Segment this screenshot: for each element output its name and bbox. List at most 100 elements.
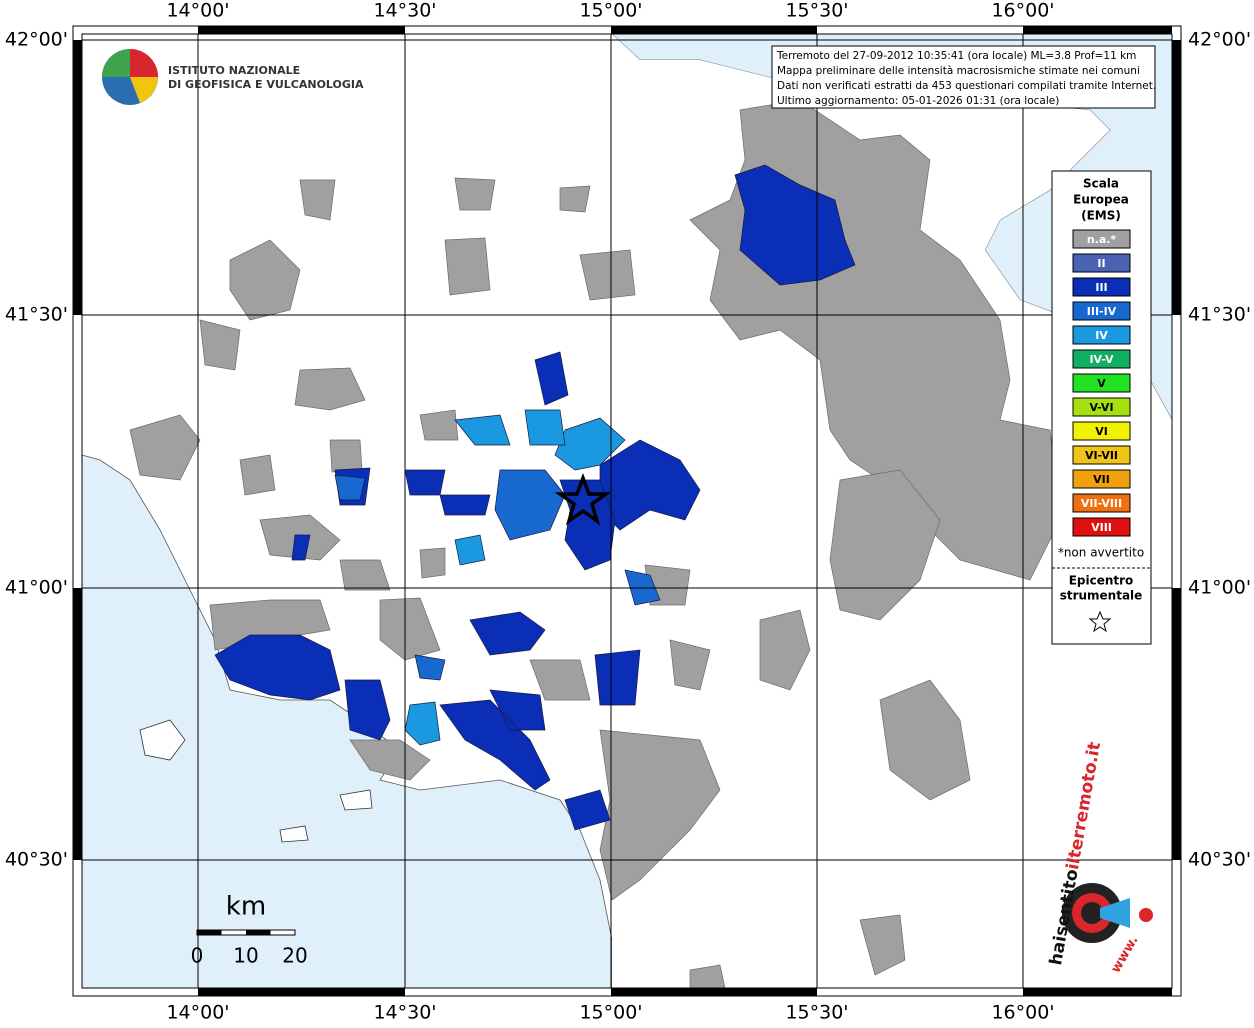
lon-label: 14°30' xyxy=(373,1002,436,1024)
badge-ring xyxy=(1081,902,1103,924)
legend-swatch xyxy=(1072,517,1131,537)
municipality xyxy=(291,351,569,561)
logo-text: DI GEOFISICA E VULCANOLOGIA xyxy=(168,78,364,91)
frame-segment xyxy=(1023,26,1172,34)
legend-star xyxy=(1088,610,1112,633)
logo-text: ISTITUTO NAZIONALE xyxy=(168,64,300,77)
municipality xyxy=(734,164,856,286)
municipality xyxy=(599,729,721,901)
legend-label: II xyxy=(1097,257,1105,270)
islands xyxy=(139,719,373,843)
info-line: Mappa preliminare delle intensità macros… xyxy=(777,65,1140,77)
legend-swatch xyxy=(1072,421,1131,441)
municipality xyxy=(129,177,636,481)
lon-label: 14°30' xyxy=(373,0,436,22)
legend-epicenter: Epicentro xyxy=(1069,574,1134,588)
scale-bar-segment xyxy=(197,930,222,935)
logo-segment xyxy=(130,49,158,77)
lat-label: 41°00' xyxy=(1188,577,1251,599)
info-line: Dati non verificati estratti da 453 ques… xyxy=(777,80,1156,92)
municipality xyxy=(334,474,661,681)
legend-title: (EMS) xyxy=(1081,209,1121,223)
legend-swatch xyxy=(1072,325,1131,345)
logo-segment xyxy=(102,49,130,77)
legend-swatch xyxy=(1072,253,1131,273)
frame-segment xyxy=(198,26,405,34)
legend: Scala Europea (EMS) *non avvertito Epice… xyxy=(1051,170,1152,645)
scale-label: 20 xyxy=(282,944,307,968)
legend-label: III-IV xyxy=(1087,305,1117,318)
legend-swatch xyxy=(1072,493,1131,513)
frame-segment xyxy=(611,988,817,996)
lat-label: 40°30' xyxy=(5,849,68,871)
epicenter-star xyxy=(554,473,612,526)
municipality xyxy=(494,469,566,541)
municipality xyxy=(669,609,906,989)
municipality xyxy=(554,417,626,471)
lon-label: 15°00' xyxy=(579,1002,642,1024)
graticule xyxy=(82,34,1172,988)
info-line: Terremoto del 27-09-2012 10:35:41 (ora l… xyxy=(776,50,1136,62)
map-area xyxy=(81,33,1173,989)
frame-segment xyxy=(1023,988,1172,996)
legend-label: III xyxy=(1095,281,1107,294)
legend-title: Scala xyxy=(1083,177,1119,191)
badge-megaphone xyxy=(1100,898,1130,928)
frame-segment xyxy=(73,40,82,315)
legend-label: VII-VIII xyxy=(1081,497,1122,510)
legend-swatch xyxy=(1072,397,1131,417)
lat-label: 40°30' xyxy=(1188,849,1251,871)
frame-segment xyxy=(73,588,82,860)
legend-label: V xyxy=(1097,377,1106,390)
scale-label: 10 xyxy=(233,944,258,968)
legend-swatch xyxy=(1072,277,1131,297)
legend-swatch xyxy=(1072,445,1131,465)
legend-swatch xyxy=(1072,349,1131,369)
legend-swatch xyxy=(1072,301,1131,321)
info-box: Terremoto del 27-09-2012 10:35:41 (ora l… xyxy=(771,45,1156,109)
municipality xyxy=(879,679,971,801)
scale-bar: km 0 10 20 xyxy=(191,892,308,968)
legend-label: VI xyxy=(1095,425,1108,438)
lon-label: 16°00' xyxy=(991,0,1054,22)
frame-segment xyxy=(1172,40,1181,315)
scale-bar-segment xyxy=(246,930,271,935)
municipality xyxy=(454,409,566,566)
lat-label: 41°30' xyxy=(1188,304,1251,326)
ingv-logo: ISTITUTO NAZIONALE DI GEOFISICA E VULCAN… xyxy=(102,49,364,105)
frame-segment xyxy=(1172,588,1181,860)
lat-label: 41°00' xyxy=(5,577,68,599)
info-line: Ultimo aggiornamento: 05-01-2026 01:31 (… xyxy=(777,95,1059,107)
municipality xyxy=(209,564,691,781)
legend-label: VIII xyxy=(1091,521,1112,534)
lon-label: 14°00' xyxy=(166,1002,229,1024)
info-box-frame xyxy=(771,45,1156,109)
scale-unit: km xyxy=(226,892,266,922)
lon-label: 16°00' xyxy=(991,1002,1054,1024)
legend-note: *non avvertito xyxy=(1058,546,1144,560)
legend-swatch xyxy=(1072,469,1131,489)
frame-segment xyxy=(198,988,405,996)
legend-epicenter: strumentale xyxy=(1060,589,1143,603)
lon-label: 15°00' xyxy=(579,0,642,22)
lon-label: 15°30' xyxy=(785,1002,848,1024)
municipality xyxy=(404,701,441,746)
axis-labels: 14°00' 14°00' 14°30' 14°30' 15°00' 15°00' 15°3… xyxy=(5,0,1251,1024)
logo-segment xyxy=(130,77,158,103)
map-frame xyxy=(72,25,1182,997)
municipalities-intensity xyxy=(214,164,856,831)
lon-label: 14°00' xyxy=(166,0,229,22)
legend-label: IV xyxy=(1095,329,1108,342)
scale-label: 0 xyxy=(191,944,204,968)
municipality xyxy=(214,611,641,831)
legend-label: VI-VII xyxy=(1085,449,1118,462)
legend-swatch xyxy=(1072,373,1131,393)
lat-label: 42°00' xyxy=(1188,29,1251,51)
municipality xyxy=(829,469,941,621)
badge-dot xyxy=(1139,908,1153,922)
frame-segment xyxy=(611,26,817,34)
lat-label: 42°00' xyxy=(5,29,68,51)
legend-label: VII xyxy=(1093,473,1110,486)
legend-label: IV-V xyxy=(1089,353,1114,366)
